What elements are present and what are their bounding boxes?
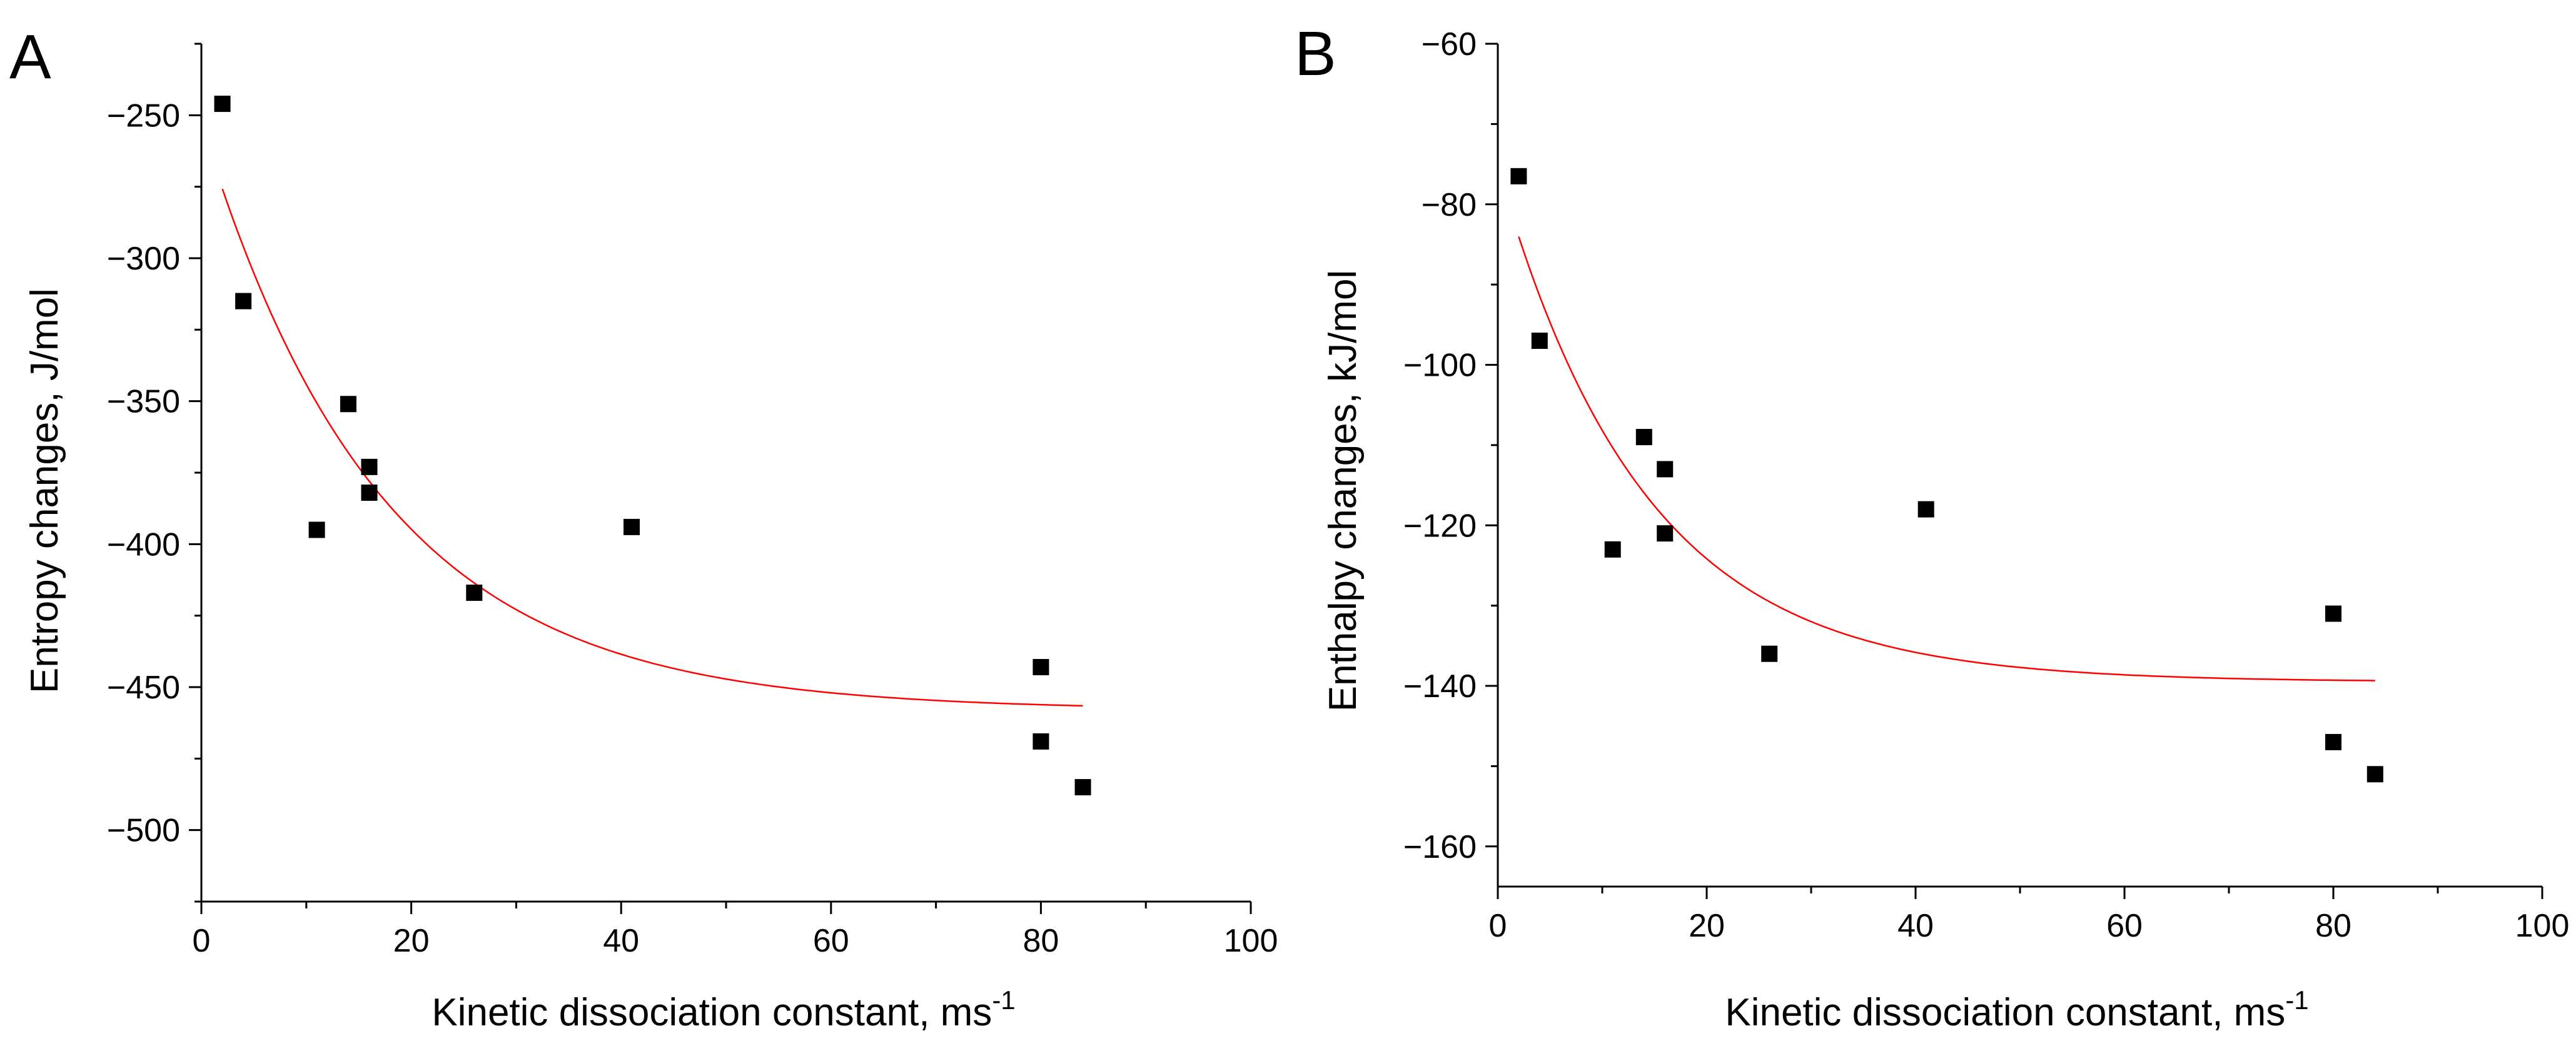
x-axis-title-b: Kinetic dissociation constant, ms-1 [1725, 985, 2308, 1034]
y-tick-label-a: −500 [107, 813, 180, 849]
y-tick-label-a: −450 [107, 670, 180, 706]
data-point-a [214, 96, 231, 113]
data-point-a [361, 485, 378, 501]
y-tick-label-b: −140 [1403, 668, 1477, 705]
data-point-b [1657, 525, 1674, 542]
data-point-b [1917, 501, 1934, 518]
data-point-b [1531, 333, 1548, 349]
y-axis-title-a: Entropy changes, J/mol [23, 288, 66, 693]
y-tick-label-b: −120 [1403, 508, 1477, 544]
x-tick-label-a: 60 [813, 923, 849, 959]
data-point-a [308, 521, 325, 538]
data-point-b [2325, 733, 2341, 750]
data-point-b [2366, 766, 2383, 783]
panel-label-b: B [1295, 19, 1336, 89]
data-point-b [1604, 541, 1621, 558]
x-tick-label-b: 20 [1689, 908, 1725, 944]
y-axis-title-b: Enthalpy changes, kJ/mol [1321, 270, 1365, 712]
x-axis-title-text-a: Kinetic dissociation constant, ms [432, 991, 992, 1034]
data-point-b [2325, 605, 2341, 622]
data-point-a [340, 396, 356, 413]
data-point-b [1657, 461, 1674, 478]
y-tick-label-a: −300 [107, 241, 180, 277]
data-point-a [466, 585, 483, 601]
x-tick-label-a: 100 [1224, 923, 1278, 959]
y-tick-label-b: −60 [1422, 26, 1477, 63]
x-tick-label-b: 40 [1897, 908, 1934, 944]
y-tick-label-a: −400 [107, 526, 180, 563]
data-point-b [1510, 168, 1527, 184]
plot-area-b: 0 20 40 60 80 100 −160 −140 −120 −100 −80 −60 [1403, 26, 2570, 944]
x-axis-title-sup-a: -1 [992, 985, 1015, 1015]
data-point-a [235, 293, 252, 309]
data-point-a [1074, 779, 1091, 796]
fit-curve-b [1518, 236, 2375, 681]
x-tick-label-b: 0 [1489, 908, 1507, 944]
fit-curve-a [221, 188, 1083, 707]
y-tick-label-b: −100 [1403, 348, 1477, 384]
y-tick-label-b: −160 [1403, 829, 1477, 865]
x-tick-label-b: 80 [2315, 908, 2351, 944]
data-point-b [1635, 429, 1652, 446]
plot-area-a: 0 20 40 60 80 100 −500 −450 −400 −350 −300 −250 [107, 43, 1278, 959]
x-tick-label-a: 0 [193, 923, 211, 959]
data-point-a [361, 458, 378, 475]
data-point-a [623, 518, 640, 535]
x-tick-label-a: 40 [603, 923, 639, 959]
x-tick-label-b: 60 [2106, 908, 2143, 944]
y-tick-label-b: −80 [1422, 187, 1477, 223]
x-axis-title-sup-b: -1 [2285, 985, 2308, 1015]
panel-a: A Entropy changes, J/mol Kinetic dissoci… [9, 22, 1278, 1034]
x-axis-title-text-b: Kinetic dissociation constant, ms [1725, 991, 2285, 1034]
x-axis-title-a: Kinetic dissociation constant, ms-1 [432, 985, 1015, 1034]
data-point-b [1761, 645, 1778, 662]
x-tick-label-b: 100 [2515, 908, 2570, 944]
x-tick-label-a: 20 [393, 923, 430, 959]
x-tick-label-a: 80 [1023, 923, 1059, 959]
data-point-a [1033, 658, 1049, 675]
y-tick-label-a: −250 [107, 98, 180, 134]
data-point-a [1033, 733, 1049, 750]
y-tick-label-a: −350 [107, 384, 180, 420]
panel-label-a: A [9, 22, 51, 92]
panel-b: B Enthalpy changes, kJ/mol Kinetic disso… [1295, 19, 2569, 1034]
